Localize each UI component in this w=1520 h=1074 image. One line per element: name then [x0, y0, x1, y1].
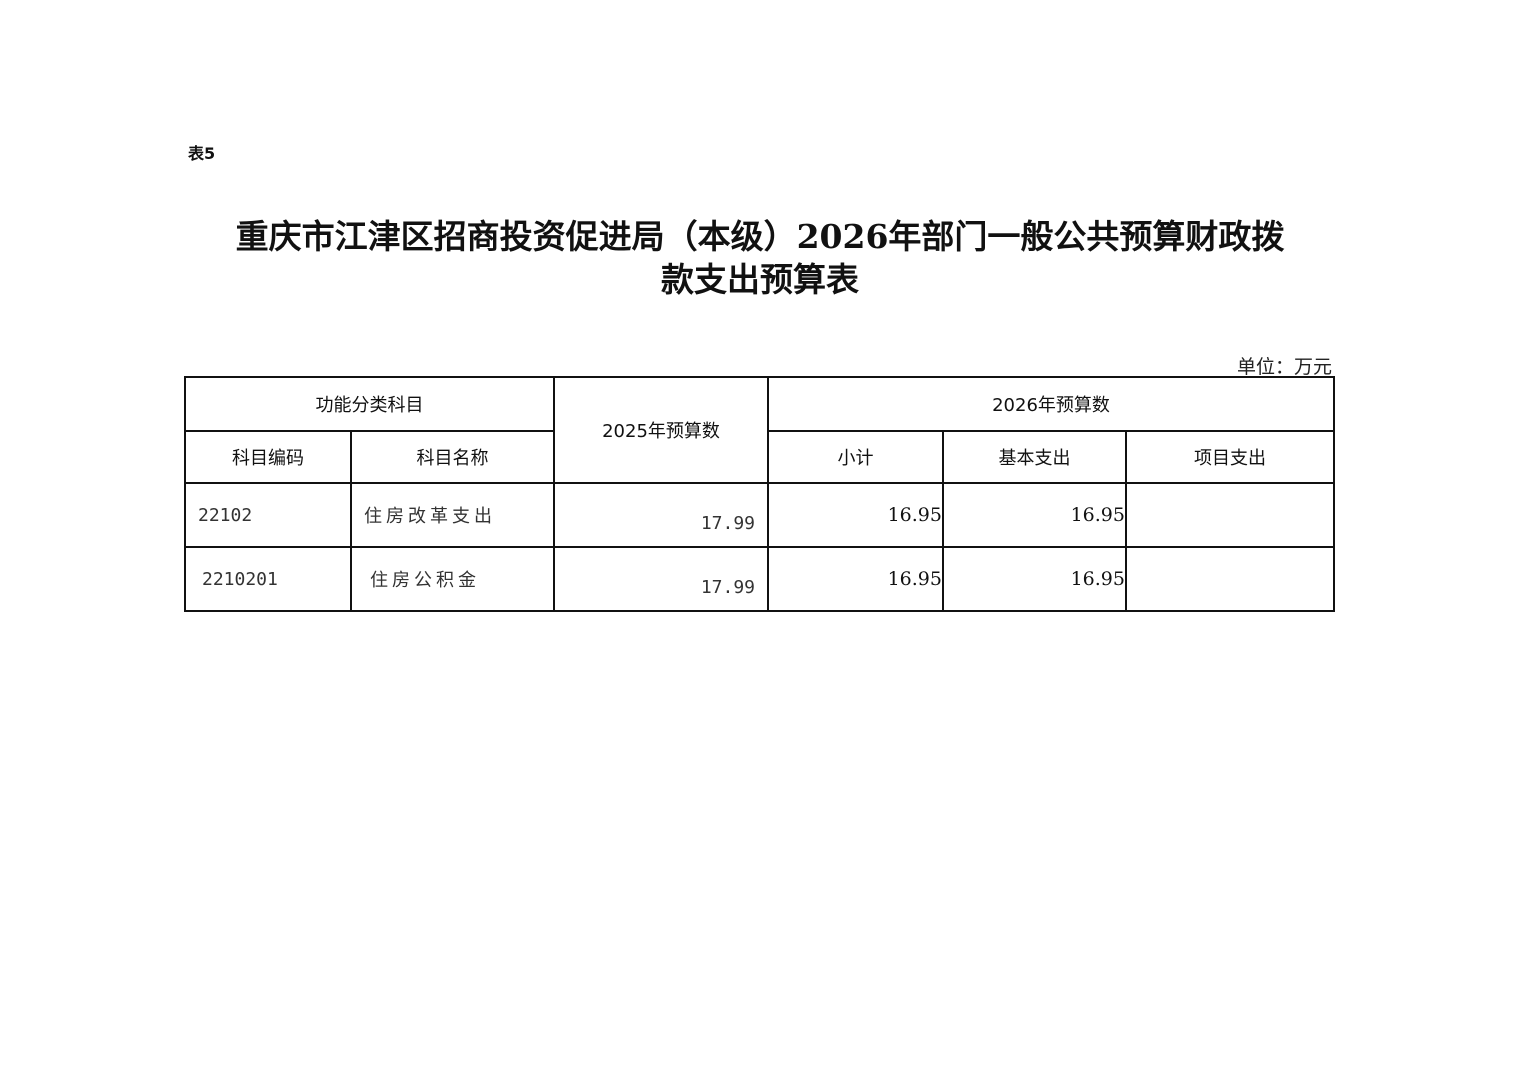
page-title-line2: 款支出预算表 [661, 260, 859, 299]
header-basic: 基本支出 [942, 430, 1127, 484]
header-code: 科目编码 [184, 430, 352, 484]
header-name: 科目名称 [350, 430, 555, 484]
page-title-line1: 重庆市江津区招商投资促进局（本级）2026年部门一般公共预算财政拨 [235, 217, 1285, 256]
header-project: 项目支出 [1125, 430, 1335, 484]
cell-subtotal: 16.95 [767, 482, 944, 548]
table-label: 表5 [188, 144, 216, 163]
header-2026-budget: 2026年预算数 [767, 376, 1335, 432]
cell-prev: 17.99 [553, 482, 769, 548]
header-2025-budget: 2025年预算数 [553, 376, 769, 484]
header-row-1: 功能分类科目 2025年预算数 2026年预算数 [184, 376, 1335, 484]
cell-name: 住房公积金 [350, 546, 555, 612]
cell-code: 2210201 [184, 546, 352, 612]
cell-subtotal: 16.95 [767, 546, 944, 612]
header-function-category: 功能分类科目 [184, 376, 555, 432]
cell-code: 22102 [184, 482, 352, 548]
header-row-2: 科目编码 科目名称 小计 基本支出 项目支出 [184, 430, 1335, 484]
cell-basic: 16.95 [942, 546, 1127, 612]
table-row: 2210201 住房公积金 17.99 16.95 16.95 [184, 546, 1335, 612]
cell-prev: 17.99 [553, 546, 769, 612]
cell-project [1125, 482, 1335, 548]
table-row: 22102 住房改革支出 17.99 16.95 16.95 [184, 482, 1335, 548]
budget-table: 功能分类科目 2025年预算数 2026年预算数 科目编码 科目名称 小计 基本… [184, 376, 1335, 612]
unit-label: 单位：万元 [1236, 356, 1332, 378]
header-subtotal: 小计 [767, 430, 944, 484]
cell-basic: 16.95 [942, 482, 1127, 548]
cell-project [1125, 546, 1335, 612]
cell-name: 住房改革支出 [350, 482, 555, 548]
